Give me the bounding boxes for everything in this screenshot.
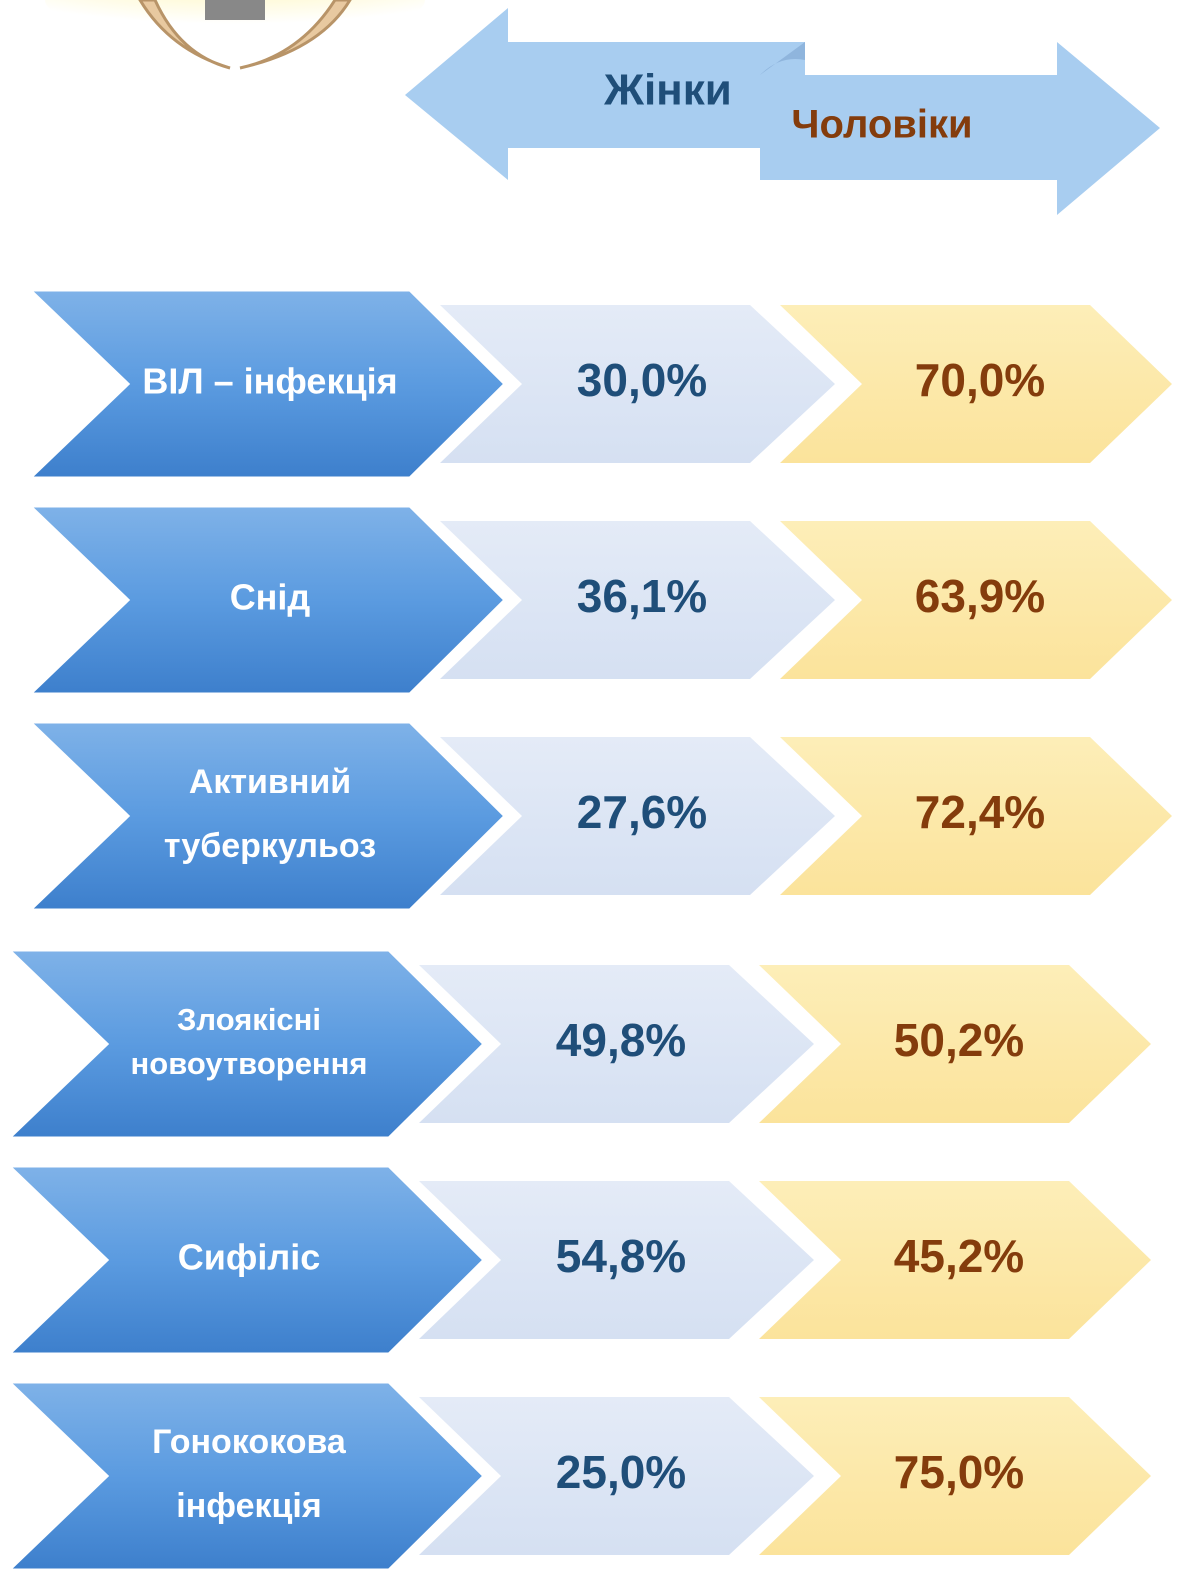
men-header: Чоловіки [791, 103, 972, 147]
women-value: 54,8% [556, 1230, 686, 1282]
category-label: ВІЛ – інфекція [142, 361, 397, 402]
category-label: Сифіліс [178, 1237, 321, 1278]
men-value: 72,4% [915, 786, 1045, 838]
category-label: Снід [230, 577, 311, 618]
category-chevron [30, 722, 505, 910]
category-label: туберкульоз [164, 827, 376, 865]
men-value: 70,0% [915, 354, 1045, 406]
category-chevron [9, 950, 484, 1138]
women-value: 25,0% [556, 1446, 686, 1498]
men-value: 45,2% [894, 1230, 1024, 1282]
men-value: 50,2% [894, 1014, 1024, 1066]
category-label: Активний [189, 763, 351, 801]
logo [45, 0, 425, 68]
gender-arrows: Жінки Чоловіки [405, 8, 1160, 215]
women-header: Жінки [603, 66, 732, 115]
women-value: 36,1% [577, 570, 707, 622]
category-label: Злоякісні [177, 1002, 321, 1037]
infographic: Жінки Чоловіки ВІЛ – інфекція 30,0% 70,0% С… [0, 0, 1181, 1578]
women-value: 27,6% [577, 786, 707, 838]
women-value: 30,0% [577, 354, 707, 406]
page: Infographic {"header": {"women": "Жінки"… [0, 0, 1181, 1578]
body: Жінки Чоловіки ВІЛ – інфекція 30,0% 70,0% С… [0, 0, 1181, 1578]
category-label: Гонококова [152, 1423, 347, 1461]
men-value: 63,9% [915, 570, 1045, 622]
category-label: інфекція [176, 1487, 321, 1525]
women-value: 49,8% [556, 1014, 686, 1066]
category-label: новоутворення [131, 1046, 368, 1081]
category-chevron [9, 1382, 484, 1570]
men-value: 75,0% [894, 1446, 1024, 1498]
